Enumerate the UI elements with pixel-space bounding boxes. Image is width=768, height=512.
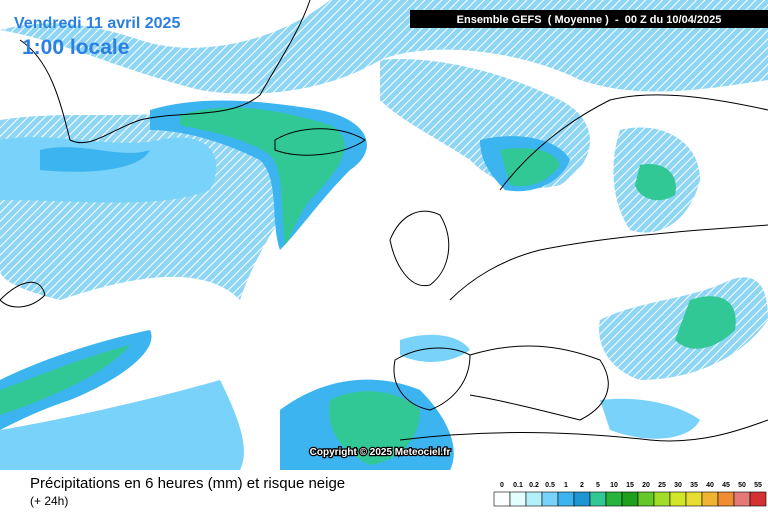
- scale-swatch: [701, 491, 719, 507]
- scale-label: 0: [500, 482, 504, 489]
- color-scale: 0 0.1 0.2 0.5 1 2 5 10 15 20 25 30 35 40 45 50 55: [493, 482, 767, 507]
- scale-label: 0.2: [529, 482, 539, 489]
- run-info: Ensemble GEFS ( Moyenne ) - 00 Z du 10/0…: [457, 14, 722, 26]
- scale-label: 5: [596, 482, 600, 489]
- scale-swatch: [717, 491, 735, 507]
- scale-swatch: [749, 491, 767, 507]
- scale-swatch: [541, 491, 559, 507]
- scale-label: 30: [674, 482, 682, 489]
- date: Vendredi 11 avril 2025: [14, 15, 180, 32]
- legend-title: Précipitations en 6 heures (mm) et risqu…: [30, 475, 345, 492]
- scale-label: 0.1: [513, 482, 523, 489]
- legend-subtitle: (+ 24h): [30, 494, 68, 508]
- local-time: 1:00 locale: [22, 36, 129, 59]
- scale-label: 10: [610, 482, 618, 489]
- scale-swatch: [605, 491, 623, 507]
- scale-label: 2: [580, 482, 584, 489]
- scale-label: 45: [722, 482, 730, 489]
- scale-swatch: [733, 491, 751, 507]
- scale-swatch: [685, 491, 703, 507]
- scale-swatch: [621, 491, 639, 507]
- scale-swatch: [557, 491, 575, 507]
- scale-swatch: [669, 491, 687, 507]
- scale-label: 35: [690, 482, 698, 489]
- scale-swatch: [653, 491, 671, 507]
- scale-label: 50: [738, 482, 746, 489]
- coastlines: [0, 0, 768, 442]
- precipitation: [0, 0, 768, 470]
- scale-label: 1: [564, 482, 568, 489]
- scale-label: 55: [754, 482, 762, 489]
- scale-label: 20: [642, 482, 650, 489]
- scale-label: 15: [626, 482, 634, 489]
- run-banner: [410, 10, 768, 28]
- scale-label: 0.5: [545, 482, 555, 489]
- copyright: Copyright © 2025 Meteociel.fr: [310, 447, 451, 458]
- scale-swatch: [637, 491, 655, 507]
- scale-swatch: [573, 491, 591, 507]
- scale-swatch: [509, 491, 527, 507]
- scale-swatch: [525, 491, 543, 507]
- scale-label: 25: [658, 482, 666, 489]
- scale-swatch: [493, 491, 511, 507]
- scale-label: 40: [706, 482, 714, 489]
- scale-swatch: [589, 491, 607, 507]
